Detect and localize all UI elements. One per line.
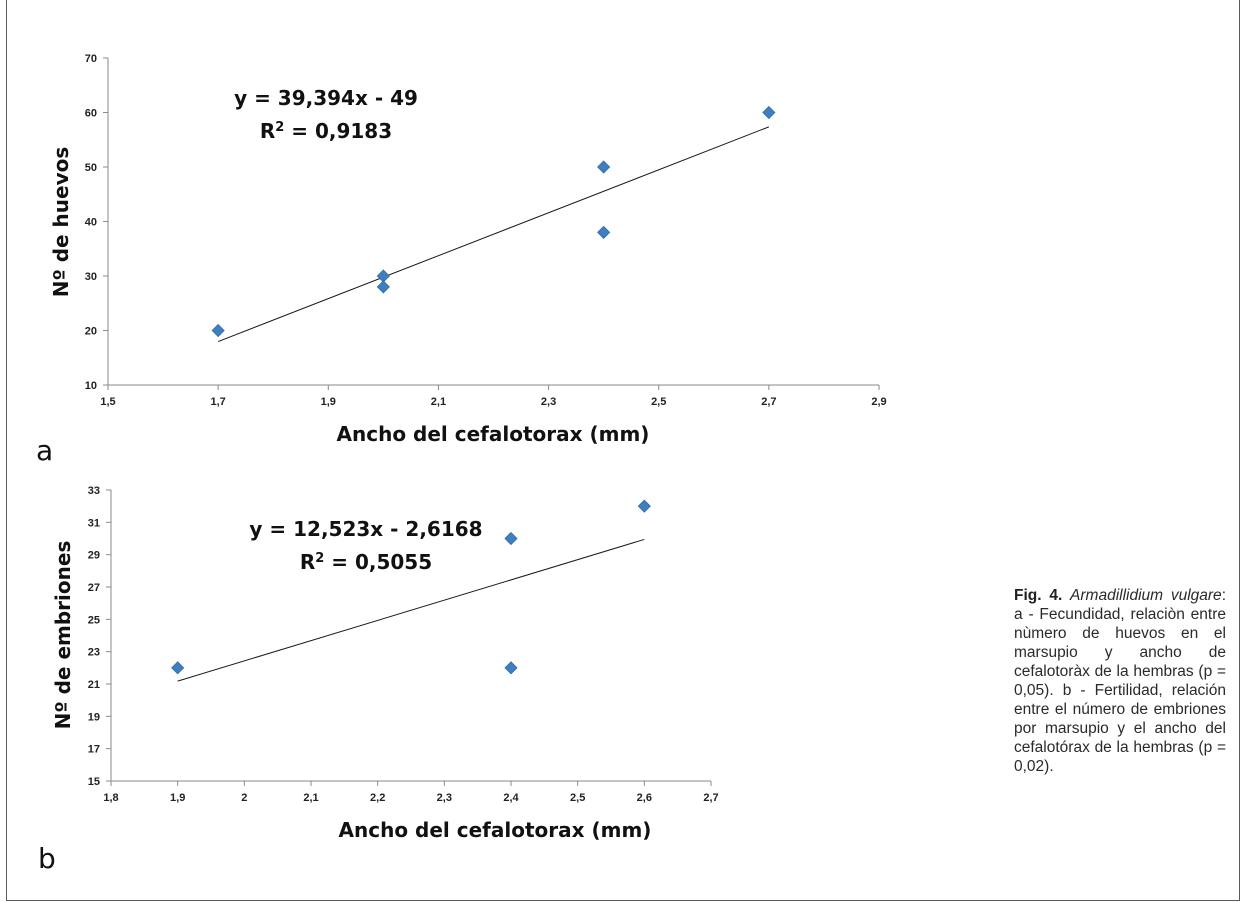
trendline-equation: y = 39,394x - 49 (234, 86, 418, 110)
y-tick-label: 60 (85, 108, 97, 120)
x-tick-label: 1,9 (170, 792, 185, 804)
y-tick-label: 31 (88, 517, 100, 529)
x-tick-label: 2,5 (570, 792, 585, 804)
y-tick-label: 17 (88, 744, 100, 756)
r-squared-superscript: 2 (275, 120, 284, 135)
y-tick-label: 70 (85, 53, 97, 65)
data-point (376, 269, 390, 283)
data-point (376, 280, 390, 294)
x-tick-label: 2,3 (437, 792, 452, 804)
caption-species: Armadillidium vulgare (1070, 587, 1222, 604)
x-axis-title: Ancho del cefalotorax (mm) (337, 422, 650, 446)
trendline (177, 538, 645, 682)
data-point (762, 105, 776, 120)
r-squared-label: R2 = 0,9183 (260, 119, 392, 143)
y-tick-label: 23 (88, 647, 100, 659)
x-tick-label: 2,2 (370, 792, 385, 804)
data-point (211, 323, 225, 338)
r-squared-superscript: 2 (315, 551, 324, 566)
y-tick-label: 15 (88, 776, 100, 788)
y-tick-label: 20 (85, 326, 97, 338)
y-tick-label: 19 (88, 711, 100, 723)
data-point (597, 160, 611, 174)
x-tick-label: 1,5 (100, 396, 115, 408)
y-axis-title: Nº de huevos (49, 147, 73, 298)
y-tick-label: 50 (85, 162, 97, 174)
data-point (597, 225, 611, 239)
y-tick-label: 40 (85, 217, 97, 229)
r-squared-value: = 0,9183 (284, 119, 392, 143)
chart-b: 15 17 19 21 23 25 27 29 31 33 1,8 1,9 2 2,1 2,2 2,3 2,4 2… (38, 485, 719, 875)
data-point (171, 661, 185, 675)
x-tick-label: 2,7 (761, 396, 776, 408)
figure-caption: Fig. 4. Armadillidium vulgare: a - Fecun… (1014, 586, 1226, 776)
trendline-equation: y = 12,523x - 2,6168 (249, 517, 482, 541)
panel-label: a (36, 434, 53, 467)
data-point (637, 499, 651, 513)
x-tick-label: 2,7 (703, 792, 718, 804)
figure-frame (6, 0, 1240, 901)
x-axis-title: Ancho del cefalotorax (mm) (339, 818, 652, 842)
y-tick-label: 10 (85, 380, 97, 392)
y-tick-label: 29 (88, 550, 100, 562)
x-tick-label: 2,4 (503, 792, 519, 804)
x-tick-label: 1,8 (103, 792, 118, 804)
y-tick-label: 33 (88, 485, 100, 497)
x-tick-label: 1,9 (321, 396, 336, 408)
x-tick-label: 2,6 (637, 792, 652, 804)
data-point (504, 531, 518, 546)
caption-text: : a - Fecundidad, relaciòn entre nùmero … (1014, 587, 1226, 775)
r-squared-value: = 0,5055 (324, 550, 432, 574)
x-tick-label: 2,9 (871, 396, 886, 408)
chart-a: 10 20 30 40 50 60 70 1,5 1,7 1,9 2,1 2,3 2,5 2,7 2,9 An… (36, 53, 887, 467)
x-tick-label: 2,3 (541, 396, 556, 408)
panel-label: b (38, 842, 56, 875)
y-tick-label: 27 (88, 582, 100, 594)
y-axis-title: Nº de embriones (51, 541, 75, 730)
x-tick-label: 2,1 (303, 792, 318, 804)
trendline (217, 126, 770, 343)
y-tick-label: 21 (88, 679, 100, 691)
y-tick-label: 25 (88, 614, 100, 626)
r-squared-label: R2 = 0,5055 (300, 550, 432, 574)
caption-fig-label: Fig. 4. (1014, 587, 1063, 604)
x-tick-label: 2,1 (431, 396, 446, 408)
r-squared-prefix: R (300, 550, 315, 574)
x-tick-label: 1,7 (210, 396, 225, 408)
x-tick-label: 2 (241, 792, 247, 804)
y-tick-label: 30 (85, 271, 97, 283)
r-squared-prefix: R (260, 119, 275, 143)
x-tick-label: 2,5 (651, 396, 666, 408)
data-point (504, 661, 518, 675)
